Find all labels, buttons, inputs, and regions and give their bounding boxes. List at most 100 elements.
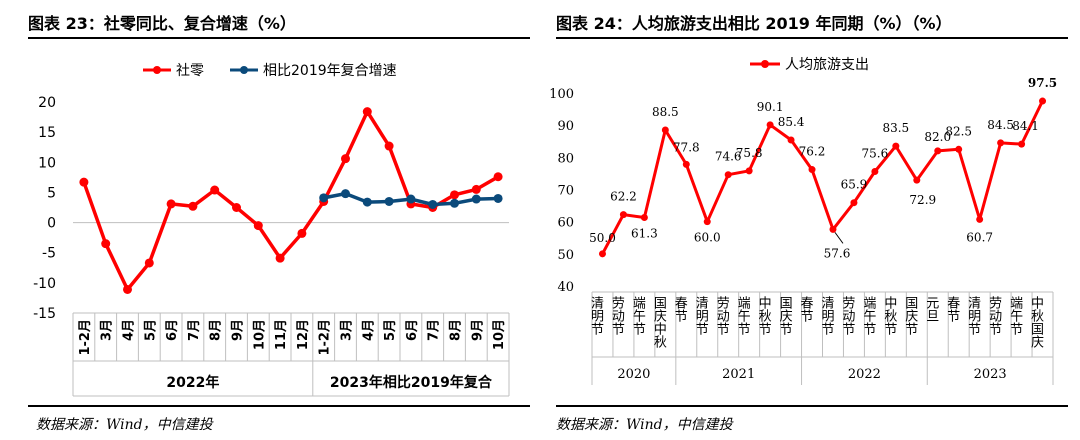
x-tick-label: 11月 xyxy=(274,319,289,350)
x-tick-label: 8月 xyxy=(209,319,224,341)
right-source: 数据来源：Wind，中信建投 xyxy=(556,417,733,433)
data-point-tourism xyxy=(997,139,1005,147)
data-point-tourism xyxy=(871,167,879,175)
x-tick-label: 6月 xyxy=(405,319,420,341)
x-tick-label: 6月 xyxy=(165,319,180,341)
data-point-cagr xyxy=(450,198,459,208)
data-point-tourism xyxy=(766,121,774,129)
x-tick-label: 春节 xyxy=(672,296,688,322)
data-point-retail xyxy=(297,228,307,238)
x-tick-label: 清明节 xyxy=(588,296,604,335)
x-tick-label: 端午节 xyxy=(1007,296,1023,335)
group-label: 2020 xyxy=(617,367,650,382)
data-point-retail xyxy=(275,253,285,263)
data-point-tourism xyxy=(598,250,606,258)
y-tick-label: 80 xyxy=(557,151,574,166)
x-tick-label: 劳动节 xyxy=(839,295,855,335)
data-point-tourism xyxy=(850,199,858,207)
y-tick-label: 15 xyxy=(38,125,56,141)
data-label: 60.0 xyxy=(694,231,721,245)
x-tick-label: 国庆节 xyxy=(902,296,918,335)
group-label: 2021 xyxy=(722,367,755,382)
data-label: 88.5 xyxy=(652,105,679,119)
data-label: 61.3 xyxy=(631,226,658,240)
x-tick-label: 端午节 xyxy=(630,296,646,335)
data-label: 90.1 xyxy=(757,100,784,114)
data-point-tourism xyxy=(955,145,963,153)
data-point-cagr xyxy=(319,193,329,203)
legend-marker-retail xyxy=(153,66,161,74)
group-label: 2023 xyxy=(974,367,1007,382)
right-group-labels: 2020 2021 2022 2023 xyxy=(617,367,1006,382)
data-point-retail xyxy=(493,172,503,182)
x-tick-label: 1-2月 xyxy=(78,319,93,356)
y-tick-label: 60 xyxy=(557,216,574,231)
data-point-tourism xyxy=(745,167,753,175)
data-point-tourism xyxy=(808,166,816,174)
right-data-labels: 50.0 62.2 61.3 88.5 77.8 60.0 74.675.8 90.185.4… xyxy=(589,76,1057,260)
data-point-cagr xyxy=(362,197,372,207)
x-tick-label: 5月 xyxy=(383,319,398,341)
data-label: 74.6 xyxy=(715,150,742,164)
x-tick-label: 1-2月 xyxy=(318,319,333,356)
legend-marker-tourism xyxy=(761,60,769,68)
x-tick-label: 端午节 xyxy=(860,296,876,335)
legend-label-retail: 社零 xyxy=(176,63,204,79)
left-title-rule xyxy=(28,37,530,39)
right-x-axis: 清明节 劳动节 端午节 国庆中秋 春节 清明节 劳动节 端午节 中秋节 国庆节 春节 清明节 劳动节 端午… xyxy=(588,295,1044,348)
data-point-cagr xyxy=(384,196,394,206)
data-point-tourism xyxy=(892,142,900,150)
data-point-retail xyxy=(384,141,394,151)
x-tick-label: 10月 xyxy=(252,319,267,350)
data-label: 75.8 xyxy=(736,146,763,160)
y-tick-label: 0 xyxy=(47,216,56,232)
x-tick-label: 元旦 xyxy=(923,296,939,322)
y-tick-label: 70 xyxy=(557,184,574,199)
left-legend: 社零 相比2019年复合增速 xyxy=(143,62,397,79)
data-label: 85.4 xyxy=(778,115,805,129)
x-tick-label: 端午节 xyxy=(735,296,751,335)
data-label: 62.2 xyxy=(610,190,637,204)
y-tick-label: -10 xyxy=(33,276,56,292)
y-tick-label: -5 xyxy=(42,246,56,262)
data-point-tourism xyxy=(661,126,669,134)
x-tick-label: 清明节 xyxy=(818,296,834,335)
data-point-cagr xyxy=(428,199,438,209)
data-label: 72.9 xyxy=(909,193,936,207)
group-label: 2022 xyxy=(848,367,881,382)
x-tick-label: 7月 xyxy=(187,319,202,341)
x-tick-label: 国庆中秋 xyxy=(651,296,667,348)
data-point-retail xyxy=(101,239,111,249)
data-label: 57.6 xyxy=(824,246,851,260)
left-group-labels: 2022年 2023年相比2019年复合 xyxy=(166,374,492,391)
x-tick-label: 劳动节 xyxy=(609,295,625,335)
data-point-retail xyxy=(471,184,481,194)
right-series xyxy=(598,97,1047,258)
x-tick-label: 7月 xyxy=(427,319,442,341)
data-point-retail xyxy=(253,221,263,231)
left-chart: 社零 相比2019年复合增速 20 15 10 5 0 -5 -10 -15 1-2月 3月 4月… xyxy=(33,62,510,397)
data-point-retail xyxy=(232,203,241,212)
x-tick-label: 4月 xyxy=(122,319,137,341)
data-label: 83.5 xyxy=(882,121,909,135)
left-axis-frame xyxy=(72,222,510,397)
data-label: 65.9 xyxy=(841,178,868,192)
data-label: 75.6 xyxy=(862,146,889,160)
y-tick-label: 100 xyxy=(549,87,574,102)
x-tick-label: 12月 xyxy=(296,319,311,350)
x-tick-label: 5月 xyxy=(143,319,158,341)
x-tick-label: 春节 xyxy=(944,296,960,322)
right-y-axis: 100 90 80 70 60 50 40 xyxy=(549,87,574,295)
x-tick-label: 春节 xyxy=(798,296,814,322)
right-axis-frame xyxy=(591,291,1054,385)
group-label: 2022年 xyxy=(166,374,219,391)
x-tick-label: 9月 xyxy=(231,319,246,341)
data-point-retail xyxy=(166,199,176,209)
x-tick-label: 4月 xyxy=(361,319,376,341)
data-point-retail xyxy=(362,107,372,117)
data-label: 77.8 xyxy=(673,140,700,154)
x-tick-label: 9月 xyxy=(470,319,485,341)
x-tick-label: 劳动节 xyxy=(714,295,730,335)
left-source: 数据来源：Wind，中信建投 xyxy=(36,417,213,433)
x-tick-label: 3月 xyxy=(100,319,115,341)
